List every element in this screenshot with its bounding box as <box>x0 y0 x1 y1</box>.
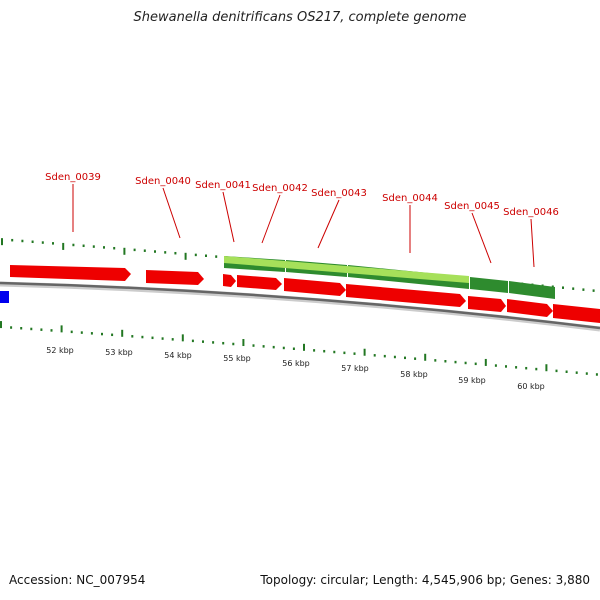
scale-labels: 52 kbp 53 kbp 54 kbp 55 kbp 56 kbp 57 kbp 58 k… <box>46 346 545 391</box>
scale-label: 55 kbp <box>223 354 251 363</box>
gene-feature-0045 <box>470 277 508 293</box>
cds-arrow-0042 <box>237 275 282 290</box>
gene-label-leader <box>222 191 235 243</box>
cds-arrow-0043 <box>284 278 346 296</box>
cds-arrow-0040 <box>146 270 204 285</box>
gene-labels: Sden_0039 Sden_0040 Sden_0041 Sden_0042 Sden… <box>45 172 559 268</box>
gene-label-leader <box>261 194 281 244</box>
cds-arrow-0045 <box>468 296 506 312</box>
scale-label: 60 kbp <box>517 382 545 391</box>
gene-label[interactable]: Sden_0046 <box>503 207 559 218</box>
scale-label: 53 kbp <box>105 348 133 357</box>
gene-track <box>224 256 555 299</box>
cds-arrow-0039 <box>10 265 131 281</box>
gene-label-leader <box>317 199 340 249</box>
scale-label: 54 kbp <box>164 351 192 360</box>
scale-label: 57 kbp <box>341 364 369 373</box>
gene-label[interactable]: Sden_0040 <box>135 176 191 187</box>
gene-feature-0046 <box>509 281 555 299</box>
tick-row-lower <box>0 321 598 376</box>
accession-label: Accession: NC_007954 <box>9 573 146 587</box>
gene-label-leader <box>530 218 535 268</box>
cds-arrow-0044 <box>346 284 466 307</box>
rna-feature <box>0 291 9 303</box>
cds-arrow-0041 <box>223 274 236 287</box>
scale-label: 59 kbp <box>458 376 486 385</box>
scale-label: 58 kbp <box>400 370 428 379</box>
scale-label: 56 kbp <box>282 359 310 368</box>
gene-label[interactable]: Sden_0044 <box>382 193 438 204</box>
gene-label[interactable]: Sden_0045 <box>444 201 500 212</box>
gene-label[interactable]: Sden_0039 <box>45 172 101 183</box>
cds-arrow-0047 <box>553 304 600 323</box>
gene-label[interactable]: Sden_0043 <box>311 188 367 199</box>
cds-track <box>10 265 600 323</box>
gene-label-leader <box>162 187 181 239</box>
cds-arrow-0046 <box>507 299 553 317</box>
gene-label-leader <box>471 212 492 264</box>
gene-label[interactable]: Sden_0042 <box>252 183 308 194</box>
genome-backbone-line <box>0 281 600 330</box>
gene-highlight-band <box>224 256 469 283</box>
genome-title: Shewanella denitrificans OS217, complete… <box>133 10 467 25</box>
scale-label: 52 kbp <box>46 346 74 355</box>
genome-summary: Topology: circular; Length: 4,545,906 bp… <box>260 573 590 587</box>
gene-label[interactable]: Sden_0041 <box>195 180 251 191</box>
